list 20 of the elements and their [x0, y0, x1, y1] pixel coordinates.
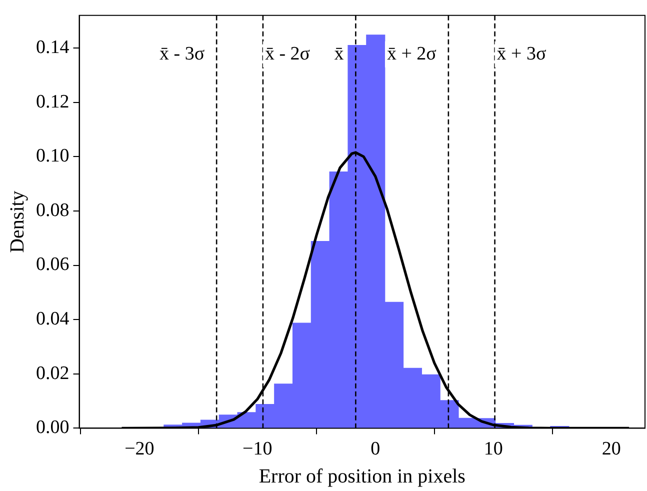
x-tick-label: −10 — [242, 438, 272, 460]
y-tick-label: 0.04 — [36, 308, 70, 330]
y-axis-title: Density — [6, 190, 28, 253]
y-tick-label: 0.08 — [36, 200, 70, 221]
ref-line-label: x̄ + 3σ — [496, 43, 546, 64]
x-tick-label: 20 — [602, 438, 621, 460]
ref-line-label: x̄ - 3σ — [160, 43, 205, 64]
x-tick-label: 10 — [484, 438, 503, 460]
y-tick-label: 0.12 — [36, 91, 70, 112]
x-tick-label: −20 — [124, 438, 154, 460]
y-tick-label: 0.10 — [36, 146, 70, 167]
x-tick-label: 0 — [370, 438, 380, 460]
ref-line-label: x̄ — [334, 43, 344, 64]
y-tick-label: 0.14 — [36, 36, 70, 58]
ref-line-label: x̄ + 2σ — [386, 43, 436, 64]
y-tick-label: 0.06 — [36, 254, 70, 276]
x-axis-title: Error of position in pixels — [258, 465, 466, 488]
ref-line-label: x̄ - 2σ — [264, 43, 310, 64]
y-tick-label: 0.02 — [36, 362, 70, 384]
y-tick-label: 0.00 — [36, 417, 70, 438]
